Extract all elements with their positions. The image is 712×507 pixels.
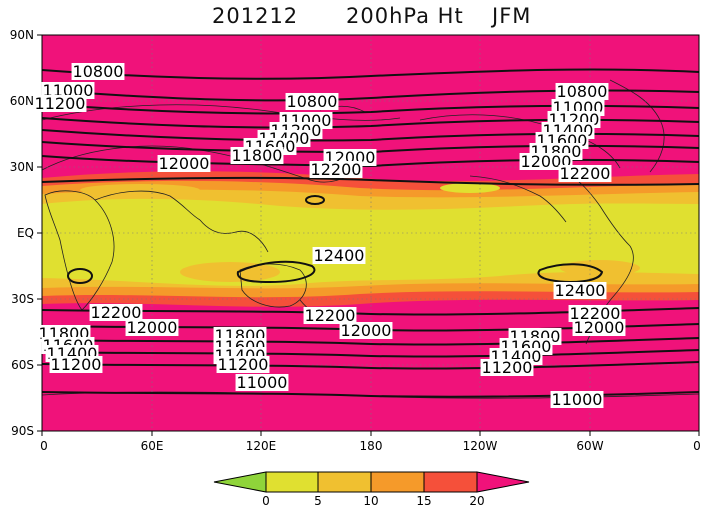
svg-text:11800: 11800 [232, 146, 283, 165]
svg-text:12200: 12200 [91, 303, 142, 322]
svg-text:12200: 12200 [560, 164, 611, 183]
svg-text:12000: 12000 [159, 154, 210, 173]
lat-label: 30N [10, 160, 34, 174]
contour-label: 12000 [572, 318, 626, 337]
svg-text:10800: 10800 [287, 92, 338, 111]
longitude-labels: 0 60E 120E 180 120W 60W 0 [40, 439, 701, 453]
contour-label: 11200 [216, 355, 270, 374]
contour-label: 10800 [285, 92, 339, 111]
contour-label: 10800 [555, 82, 609, 101]
colorbar: 0 5 10 15 20 [213, 471, 530, 507]
colorbar-tick-label: 15 [416, 494, 431, 507]
contour-label: 12200 [558, 164, 612, 183]
lon-label: 120W [463, 439, 498, 453]
contour-label: 12000 [125, 318, 179, 337]
contour-label: 11000 [550, 390, 604, 409]
colorbar-tick-label: 20 [469, 494, 484, 507]
svg-text:11000: 11000 [237, 373, 288, 392]
lon-label: 60E [141, 439, 164, 453]
contour-label: 11800 [230, 146, 284, 165]
svg-text:11200: 11200 [482, 358, 533, 377]
svg-text:12000: 12000 [341, 321, 392, 340]
lon-label: 0 [40, 439, 48, 453]
contour-label: 12200 [89, 303, 143, 322]
svg-text:12400: 12400 [314, 246, 365, 265]
svg-text:12200: 12200 [311, 160, 362, 179]
contour-label: 10800 [71, 62, 125, 81]
lon-label: 60W [576, 439, 603, 453]
contour-label: 12400 [553, 281, 607, 300]
lon-label: 0 [693, 439, 701, 453]
svg-text:10800: 10800 [557, 82, 608, 101]
svg-text:12200: 12200 [570, 304, 621, 323]
svg-text:12200: 12200 [305, 306, 356, 325]
svg-text:12000: 12000 [574, 318, 625, 337]
contour-labels: 10800 11000 11200 10800 11000 11200 1140… [33, 62, 626, 409]
contour-label: 11000 [235, 373, 289, 392]
contour-label: 12200 [309, 160, 363, 179]
colorbar-segment [317, 471, 372, 493]
title-season: JFM [492, 4, 532, 28]
colorbar-tick-label: 10 [363, 494, 378, 507]
svg-text:11200: 11200 [51, 355, 102, 374]
contour-label: 11200 [33, 94, 87, 113]
contour-label: 12000 [157, 154, 211, 173]
lon-label: 120E [246, 439, 277, 453]
latitude-labels: 90N 60N 30N EQ 30S 60S 90S [10, 28, 34, 438]
contour-label: 12400 [312, 246, 366, 265]
svg-text:11200: 11200 [218, 355, 269, 374]
lat-label: 60S [11, 358, 34, 372]
lon-label: 180 [360, 439, 383, 453]
contour-label: 12200 [568, 304, 622, 323]
svg-text:10800: 10800 [73, 62, 124, 81]
colorbar-segment [476, 471, 530, 493]
svg-text:11200: 11200 [35, 94, 86, 113]
colorbar-tick-label: 5 [314, 494, 322, 507]
lat-label: 90N [10, 28, 34, 42]
colorbar-segment [370, 471, 425, 493]
lat-label: 60N [10, 94, 34, 108]
contour-label: 11200 [480, 358, 534, 377]
svg-text:12000: 12000 [127, 318, 178, 337]
lat-label: EQ [17, 226, 34, 240]
contour-label: 12000 [339, 321, 393, 340]
contour-label: 12200 [303, 306, 357, 325]
contour-label: 11200 [49, 355, 103, 374]
colorbar-tick-label: 0 [262, 494, 270, 507]
colorbar-segment [265, 471, 319, 493]
title-date: 201212 [212, 4, 299, 28]
svg-text:11000: 11000 [552, 390, 603, 409]
figure-title: 201212 200hPa Ht JFM [0, 4, 712, 34]
axis-ticks [37, 34, 700, 436]
lat-label: 90S [11, 424, 34, 438]
lat-label: 30S [11, 292, 34, 306]
title-level: 200hPa Ht [346, 4, 464, 28]
svg-text:12400: 12400 [555, 281, 606, 300]
colorbar-segment [213, 471, 267, 493]
colorbar-segment [423, 471, 478, 493]
